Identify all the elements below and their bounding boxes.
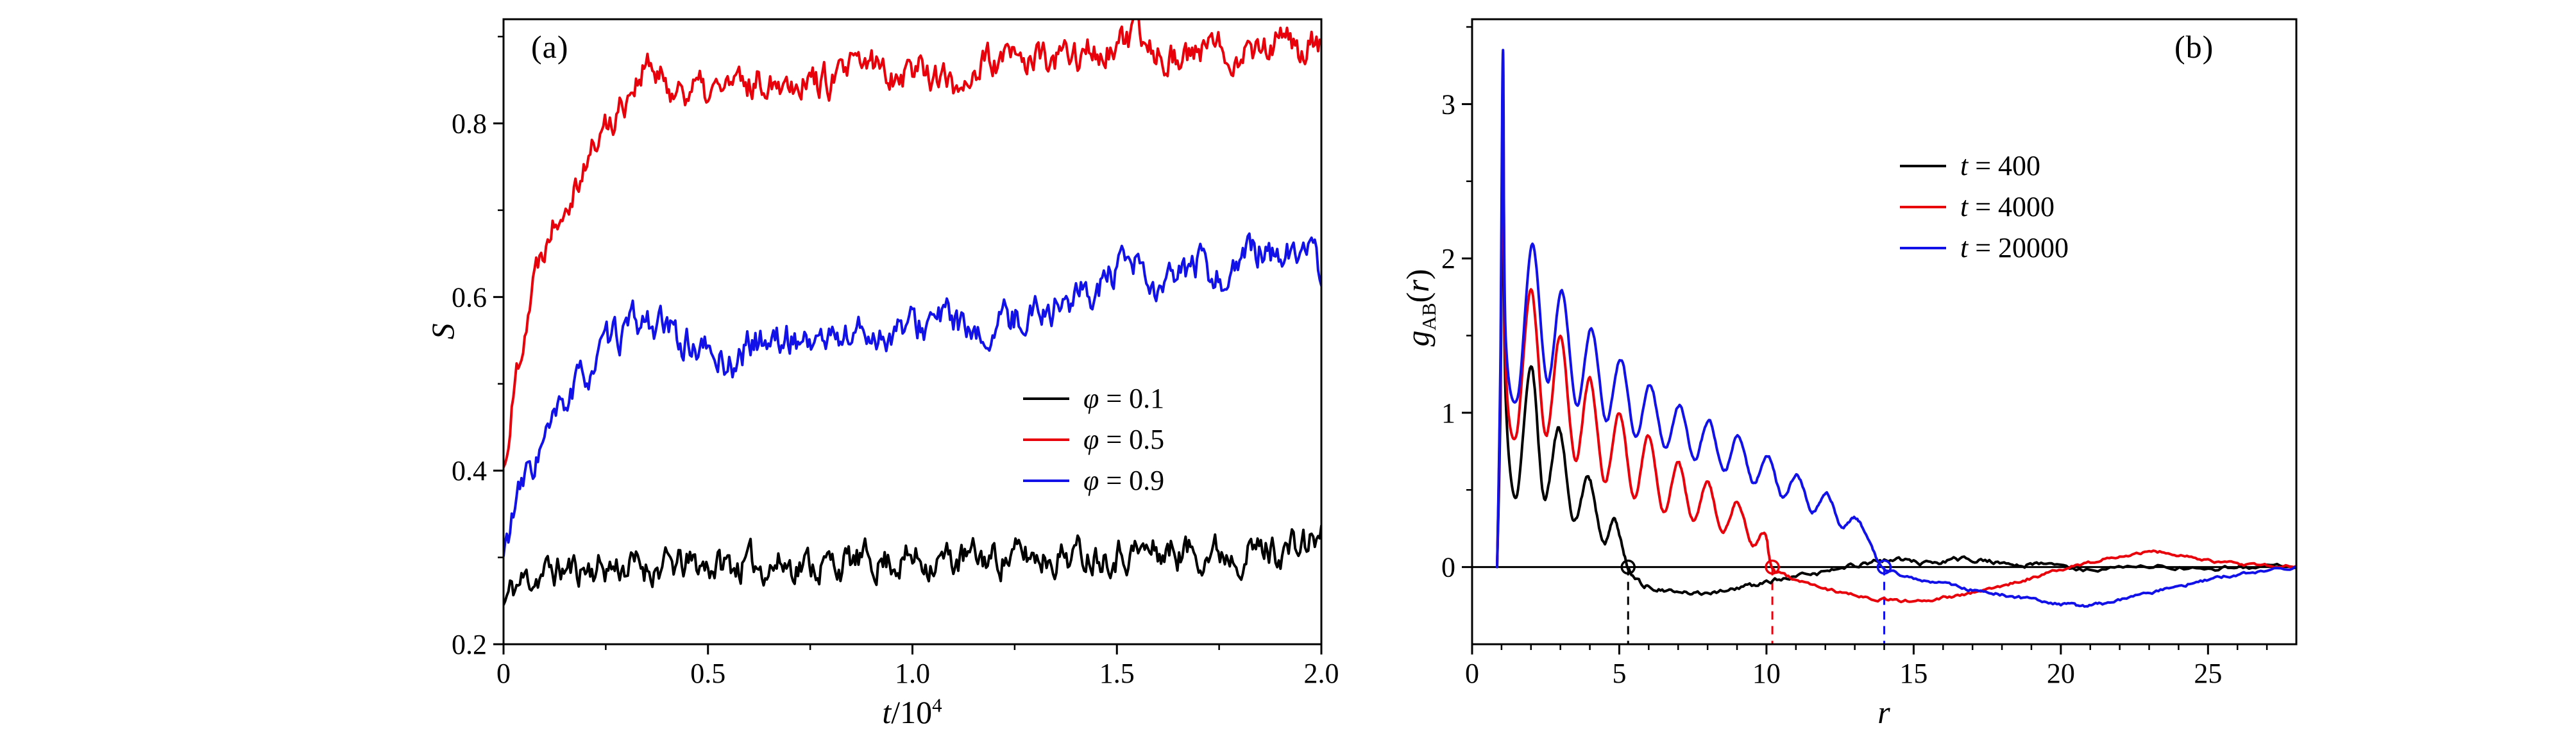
legend-label-rest: = 20000 bbox=[1968, 232, 2069, 263]
legend-label-var: t bbox=[1960, 150, 1969, 181]
series-line-t-4000 bbox=[1496, 95, 2296, 604]
y-title-sub: AB bbox=[1417, 303, 1440, 331]
legend-label-var: t bbox=[1960, 232, 1969, 263]
y-tick-label: 0.8 bbox=[452, 108, 487, 140]
panel-b-label: (b) bbox=[2174, 29, 2214, 65]
y-tick-label: 0.4 bbox=[452, 455, 487, 487]
legend-label: t = 20000 bbox=[1960, 234, 2069, 262]
series-line-phi-0.9 bbox=[504, 232, 1321, 558]
y-tick-label: 0.6 bbox=[452, 281, 487, 313]
legend-label-rest: = 400 bbox=[1968, 150, 2041, 181]
legend-item: φ = 0.9 bbox=[1023, 467, 1164, 495]
panel-a-label: (a) bbox=[531, 29, 569, 65]
panel-b-x-axis-title: r bbox=[1820, 694, 1948, 731]
x-tick-label: 1.0 bbox=[895, 658, 930, 689]
legend-label-rest: = 0.5 bbox=[1099, 424, 1165, 455]
y-tick-label: 1 bbox=[1441, 397, 1455, 429]
legend-label: t = 4000 bbox=[1960, 193, 2055, 221]
panel-b-legend: t = 400 t = 4000 t = 20000 bbox=[1900, 152, 2069, 262]
y-axis-title-text: S bbox=[425, 323, 461, 340]
legend-label-var: φ bbox=[1083, 424, 1099, 455]
x-tick-label: 10 bbox=[1752, 658, 1781, 689]
series-line-phi-0.5 bbox=[504, 19, 1321, 469]
x-tick-label: 20 bbox=[2047, 658, 2075, 689]
x-tick-label: 5 bbox=[1612, 658, 1626, 689]
legend-label: t = 400 bbox=[1960, 152, 2040, 180]
legend-label-var: φ bbox=[1083, 465, 1099, 496]
legend-item: φ = 0.5 bbox=[1023, 426, 1164, 454]
x-tick-label: 0 bbox=[1465, 658, 1479, 689]
legend-label: φ = 0.5 bbox=[1083, 426, 1164, 454]
legend-label-var: t bbox=[1960, 191, 1969, 222]
legend-item: t = 400 bbox=[1900, 152, 2069, 180]
x-axis-title-text: r bbox=[1877, 694, 1890, 730]
legend-label: φ = 0.1 bbox=[1083, 385, 1164, 413]
y-title-r: r bbox=[1399, 279, 1436, 292]
legend-label-rest: = 4000 bbox=[1968, 191, 2055, 222]
series-line-t-20000 bbox=[1496, 49, 2296, 608]
y-title-close-paren: ) bbox=[1399, 269, 1436, 280]
x-tick-label: 2.0 bbox=[1304, 658, 1339, 689]
legend-line-swatch bbox=[1023, 397, 1069, 400]
y-axis-title-text: gAB(r) bbox=[1399, 269, 1441, 347]
axes-frame bbox=[1471, 18, 2298, 646]
zero-crossing-marker bbox=[1620, 559, 1636, 575]
y-tick-label: 2 bbox=[1441, 243, 1455, 274]
x-axis-title-mid: /10 bbox=[891, 694, 933, 730]
series-line-t-400 bbox=[1496, 141, 2296, 596]
legend-label-rest: = 0.9 bbox=[1099, 465, 1165, 496]
panel-b-y-axis-title: gAB(r) bbox=[1397, 212, 1442, 404]
legend-item: φ = 0.1 bbox=[1023, 385, 1164, 413]
y-title-g: g bbox=[1399, 330, 1436, 347]
legend-line-swatch bbox=[1900, 165, 1946, 167]
legend-line-swatch bbox=[1023, 479, 1069, 482]
panel-a-y-axis-title: S bbox=[423, 299, 462, 363]
y-tick-label: 0 bbox=[1441, 552, 1455, 583]
zero-crossing-marker bbox=[1876, 559, 1892, 575]
x-tick-label: 0.5 bbox=[690, 658, 725, 689]
series-line-phi-0.1 bbox=[504, 524, 1321, 606]
x-axis-title-exp: 4 bbox=[932, 694, 942, 717]
y-tick-label: 0.2 bbox=[452, 629, 487, 660]
x-tick-label: 0 bbox=[496, 658, 511, 689]
y-title-open-paren: ( bbox=[1399, 292, 1436, 303]
x-axis-title-var: t bbox=[882, 694, 892, 730]
panel-a-x-axis-title: t/104 bbox=[784, 694, 1040, 731]
x-tick-label: 25 bbox=[2194, 658, 2222, 689]
panel-a-legend: φ = 0.1 φ = 0.5 φ = 0.9 bbox=[1023, 385, 1164, 495]
legend-item: t = 20000 bbox=[1900, 234, 2069, 262]
legend-line-swatch bbox=[1900, 206, 1946, 208]
zero-crossing-marker bbox=[1765, 559, 1780, 575]
legend-label-var: φ bbox=[1083, 383, 1099, 414]
axes-frame bbox=[502, 18, 1323, 646]
x-tick-label: 15 bbox=[1899, 658, 1928, 689]
x-tick-label: 1.5 bbox=[1099, 658, 1135, 689]
y-tick-label: 3 bbox=[1441, 88, 1455, 120]
legend-label-rest: = 0.1 bbox=[1099, 383, 1165, 414]
legend-line-swatch bbox=[1023, 438, 1069, 441]
legend-line-swatch bbox=[1900, 247, 1946, 249]
legend-label: φ = 0.9 bbox=[1083, 467, 1164, 495]
legend-item: t = 4000 bbox=[1900, 193, 2069, 221]
